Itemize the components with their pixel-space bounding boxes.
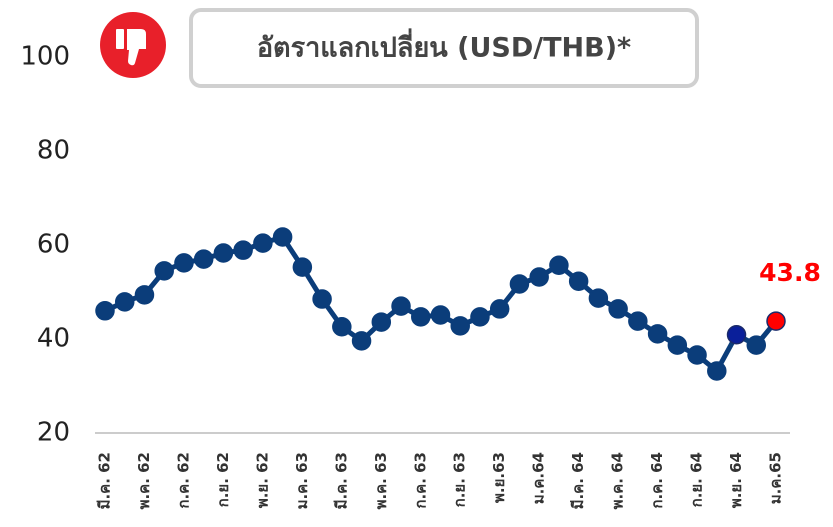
data-point <box>312 289 332 309</box>
data-point <box>726 325 747 345</box>
x-tick-label: พ.ย. 64 <box>727 452 745 508</box>
data-point <box>707 361 727 381</box>
x-tick-label: ก.ย. 63 <box>451 452 469 507</box>
data-point <box>430 305 451 325</box>
x-tick-label: มี.ค. 62 <box>96 452 114 509</box>
data-point <box>450 316 470 336</box>
x-tick-label: พ.ย. 62 <box>253 452 271 508</box>
data-point <box>549 255 569 275</box>
data-point <box>608 299 628 319</box>
data-point <box>568 271 589 291</box>
data-point <box>174 253 194 273</box>
x-tick-label: มี.ค. 64 <box>569 452 587 509</box>
x-tick-label: ก.ค. 63 <box>411 452 429 509</box>
data-point <box>667 335 688 355</box>
x-tick-label: พ.ย.63 <box>490 452 508 503</box>
data-point <box>687 345 707 365</box>
data-point <box>193 249 214 269</box>
data-point <box>134 285 155 305</box>
data-point <box>470 307 490 327</box>
x-tick-label: พ.ค. 62 <box>135 452 153 509</box>
data-point <box>647 324 668 344</box>
thumbs-down-glyph <box>116 29 146 66</box>
data-point <box>489 299 510 319</box>
data-point <box>628 311 648 331</box>
x-tick-label: พ.ค. 63 <box>372 452 390 509</box>
title-box <box>189 8 699 88</box>
data-point <box>213 243 234 263</box>
data-point <box>588 288 609 308</box>
y-tick-label: 60 <box>37 230 70 260</box>
data-point <box>95 301 115 321</box>
chart-title: อัตราแลกเปลี่ยน (USD/THB)* <box>257 28 631 64</box>
x-tick-label: ม.ค.64 <box>530 452 548 504</box>
x-tick-label: ก.ย. 64 <box>688 452 706 507</box>
data-point <box>292 257 313 277</box>
y-tick-label: 100 <box>20 42 70 72</box>
data-point <box>391 296 411 316</box>
x-tick-label: ก.ย. 62 <box>214 452 232 507</box>
y-tick-label: 20 <box>37 418 70 448</box>
data-point <box>272 227 293 247</box>
data-point <box>371 312 392 332</box>
x-tick-label: มี.ค. 63 <box>332 452 350 509</box>
data-point <box>529 267 549 287</box>
data-point <box>351 331 372 351</box>
data-point <box>253 233 273 253</box>
x-tick-label: ม.ค. 63 <box>293 452 311 509</box>
data-point <box>154 261 174 281</box>
data-point <box>332 317 352 337</box>
data-point <box>509 274 530 294</box>
data-label: 43.8 <box>759 258 821 287</box>
data-point <box>746 335 767 355</box>
y-tick-label: 40 <box>37 324 70 354</box>
y-tick-label: 80 <box>37 136 70 166</box>
data-point <box>766 311 786 331</box>
data-point <box>411 307 431 327</box>
data-point <box>233 240 253 260</box>
x-tick-label: ก.ค. 64 <box>648 452 666 509</box>
x-tick-label: ก.ค. 62 <box>174 452 192 509</box>
x-tick-label: ม.ค.65 <box>767 452 785 504</box>
x-tick-label: พ.ค. 64 <box>609 452 627 509</box>
data-point <box>114 292 135 312</box>
